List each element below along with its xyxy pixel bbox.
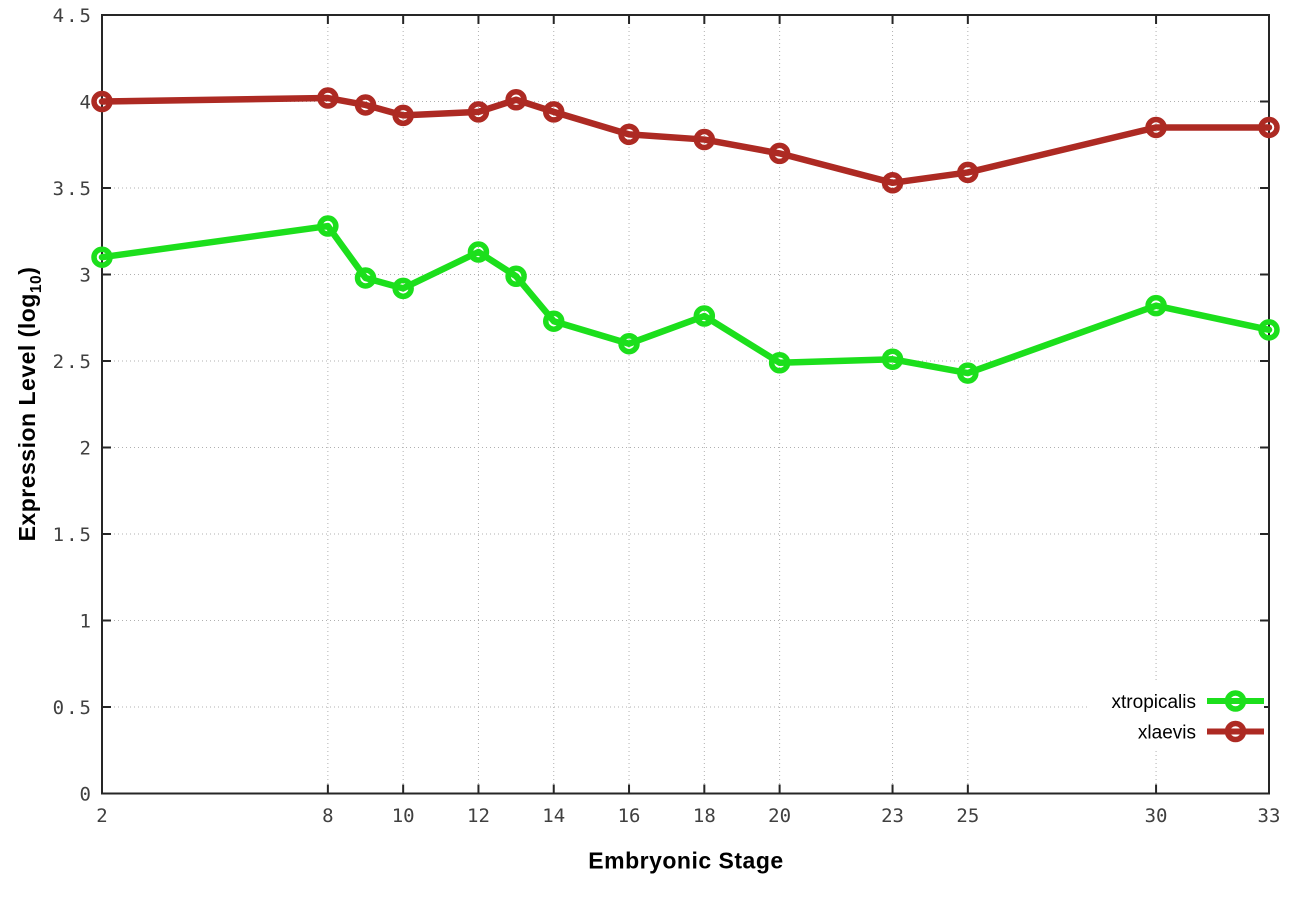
data-point-xtropicalis-stage-25: [957, 362, 979, 384]
y-tick-label-2.5: 2.5: [53, 351, 93, 373]
data-point-xtropicalis-stage-33: [1258, 319, 1280, 341]
y-tick-label-0.5: 0.5: [53, 697, 93, 719]
x-tick-label-2: 2: [96, 805, 107, 827]
y-tick-label-2: 2: [80, 438, 93, 460]
data-point-xtropicalis-stage-30: [1145, 294, 1167, 317]
x-tick-label-30: 30: [1145, 805, 1168, 827]
data-point-xlaevis-stage-12: [467, 101, 490, 123]
x-tick-label-14: 14: [542, 805, 565, 827]
data-point-xlaevis-stage-30: [1145, 116, 1167, 139]
y-tick-label-1: 1: [80, 611, 93, 633]
plot-border: [101, 14, 1270, 795]
y-axis-title: Expression Level (log10): [14, 267, 46, 542]
x-axis-title: Embryonic Stage: [588, 847, 784, 874]
x-tick-label-18: 18: [693, 805, 716, 827]
y-tick-label-4.5: 4.5: [53, 5, 93, 27]
data-point-xlaevis-stage-18: [693, 128, 716, 151]
data-point-xtropicalis-stage-9: [354, 267, 377, 289]
data-point-xlaevis-stage-23: [881, 172, 904, 194]
data-point-xlaevis-stage-8: [317, 87, 339, 109]
x-tick-label-33: 33: [1258, 805, 1281, 827]
series-line-xtropicalis: [98, 222, 1273, 377]
y-tick-label-0: 0: [80, 784, 93, 806]
data-point-xtropicalis-stage-10: [392, 277, 414, 300]
y-axis-title-text: Expression Level (log: [14, 293, 41, 542]
x-tick-label-23: 23: [881, 805, 904, 827]
legend-marker-icon-xlaevis: [1224, 720, 1247, 743]
data-point-xtropicalis-stage-18: [693, 305, 716, 327]
y-tick-label-1.5: 1.5: [53, 524, 93, 546]
legend-marker-icon-xtropicalis: [1224, 690, 1247, 712]
x-tick-label-25: 25: [956, 805, 979, 827]
data-point-xtropicalis-stage-16: [618, 332, 640, 355]
data-point-xtropicalis-stage-13: [505, 265, 527, 287]
data-point-xtropicalis-stage-12: [467, 241, 490, 263]
y-axis-title-subscript: 10: [27, 274, 45, 294]
data-point-xlaevis-stage-25: [957, 161, 979, 184]
data-point-xtropicalis-stage-23: [881, 348, 904, 371]
x-tick-label-8: 8: [322, 805, 333, 827]
y-axis-title-suffix: ): [14, 266, 41, 275]
y-tick-label-3.5: 3.5: [53, 178, 93, 200]
data-point-xtropicalis-stage-14: [542, 310, 565, 332]
data-point-xlaevis-stage-16: [618, 123, 640, 146]
y-tick-label-3: 3: [80, 265, 93, 287]
x-tick-label-16: 16: [618, 805, 641, 827]
data-point-xlaevis-stage-14: [542, 101, 565, 123]
x-tick-label-10: 10: [392, 805, 415, 827]
data-point-xlaevis-stage-10: [392, 104, 414, 127]
x-tick-label-20: 20: [768, 805, 791, 827]
legend-label-xtropicalis: xtropicalis: [1112, 692, 1196, 713]
data-point-xlaevis-stage-2: [91, 90, 113, 113]
series-line-xlaevis: [98, 94, 1273, 187]
data-point-xlaevis-stage-9: [354, 94, 377, 116]
data-point-xlaevis-stage-20: [768, 142, 791, 165]
x-tick-label-12: 12: [467, 805, 490, 827]
data-point-xtropicalis-stage-20: [768, 351, 791, 374]
legend-label-xlaevis: xlaevis: [1138, 723, 1196, 744]
data-point-xtropicalis-stage-8: [317, 215, 339, 237]
data-point-xtropicalis-stage-2: [91, 246, 113, 268]
data-point-xlaevis-stage-13: [505, 89, 527, 111]
y-tick-label-4: 4: [80, 92, 93, 114]
data-point-xlaevis-stage-33: [1258, 116, 1280, 139]
